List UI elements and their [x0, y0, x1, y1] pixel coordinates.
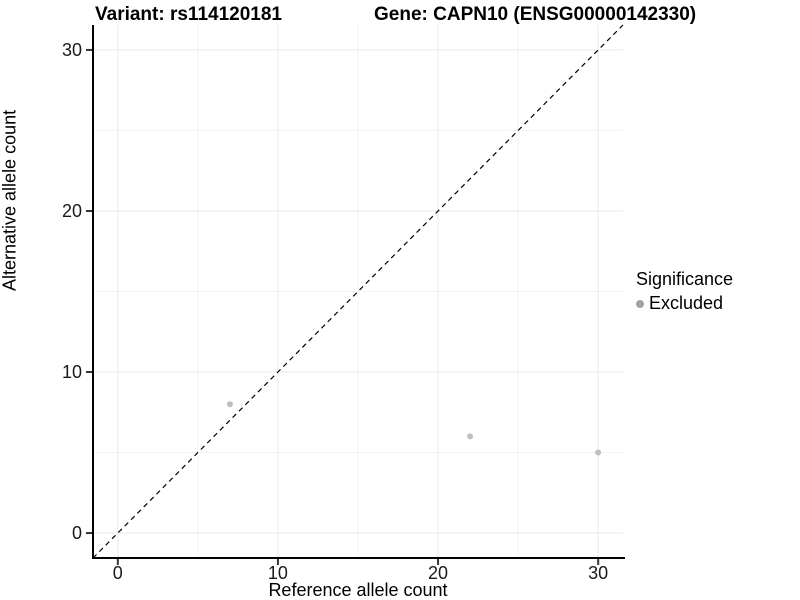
y-tick-label: 20: [62, 201, 82, 221]
legend-title: Significance: [636, 269, 734, 289]
legend-item-label: Excluded: [649, 293, 724, 313]
legend: Significance Excluded: [636, 269, 733, 314]
y-axis-title-text: Alternative allele count: [0, 109, 20, 291]
plot-title-gene: Gene: CAPN10 (ENSG00000142330): [374, 4, 697, 25]
legend-item-excluded: Excluded: [636, 293, 733, 314]
data-point: [226, 401, 233, 408]
legend-key-dot-icon: [636, 299, 644, 308]
x-tick-label: 20: [428, 563, 448, 583]
x-axis-title: Reference allele count: [268, 580, 448, 600]
y-tick-label: 30: [62, 40, 82, 60]
data-point: [467, 433, 474, 440]
x-tick-label: 30: [588, 563, 608, 583]
y-tick-label: 0: [72, 523, 82, 543]
x-tick-label: 0: [113, 563, 123, 583]
data-point: [595, 449, 602, 456]
x-tick-label: 10: [268, 563, 288, 583]
y-tick-label: 10: [62, 362, 82, 382]
plot-title-variant: Variant: rs114120181: [95, 4, 282, 25]
